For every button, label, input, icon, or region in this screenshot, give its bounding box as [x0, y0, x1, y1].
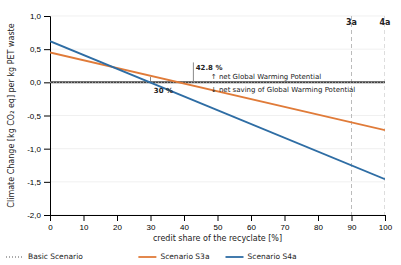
grid	[50, 16, 385, 215]
tick: 10	[80, 215, 89, 232]
series-line	[50, 41, 385, 179]
tick-mark	[44, 116, 50, 117]
tick-mark	[44, 149, 50, 150]
annotation: ↓ net saving of Global Warming Potential	[211, 86, 356, 94]
tick-label: -0,5	[27, 112, 41, 121]
plot: 0 10 20 30 40 50 60 70 80 90 100 -2,0 -1,5 -1,0 -0,5 0,…	[6, 12, 393, 261]
legend-item: Scenario S3a	[138, 252, 209, 261]
tick-label: -2,0	[27, 211, 41, 220]
tick: 70	[281, 215, 290, 232]
series-line	[50, 52, 385, 130]
tick-mark	[44, 182, 50, 183]
tick-label: 90	[348, 223, 357, 232]
tick-label: 40	[180, 223, 189, 232]
tick-label: 80	[314, 223, 323, 232]
tick: 0,5	[30, 45, 50, 54]
tick: 100	[379, 215, 393, 232]
legend-item: Basic Scenario	[6, 252, 83, 261]
tick: -0,5	[27, 112, 50, 121]
y-axis-title: Climate Change [kg CO₂ eq] per kg PET wa…	[7, 23, 16, 207]
tick-mark	[44, 215, 50, 216]
vertical-line	[351, 16, 352, 215]
tick-mark	[184, 215, 185, 221]
tick-mark	[84, 215, 85, 221]
annotation: 3a	[346, 18, 357, 27]
tick: -1,5	[27, 178, 50, 187]
legend-label: Scenario S4a	[248, 252, 297, 261]
tick: 0,0	[30, 78, 50, 87]
tick-mark	[218, 215, 219, 221]
tick: -1,0	[27, 145, 50, 154]
vertical-line	[385, 16, 386, 215]
grid-line	[50, 181, 385, 182]
tick-label: 0,5	[30, 45, 42, 54]
tick-mark	[44, 82, 50, 83]
legend-swatch	[138, 256, 156, 258]
tick: -2,0	[27, 211, 50, 220]
tick-label: 1,0	[30, 12, 42, 21]
tick-mark	[151, 215, 152, 221]
legend: Basic Scenario Scenario S3a Scenario S4a	[6, 252, 297, 261]
legend-label: Basic Scenario	[28, 252, 83, 261]
zero-line	[50, 81, 385, 83]
chart: 0 10 20 30 40 50 60 70 80 90 100 -2,0 -1,5 -1,0 -0,5 0,…	[0, 0, 401, 265]
y-axis: -2,0 -1,5 -1,0 -0,5 0,0 0,5 1,0	[27, 12, 50, 220]
tick-label: 30	[147, 223, 156, 232]
grid-line	[50, 49, 385, 50]
annotation-line	[193, 62, 194, 82]
tick-label: 10	[80, 223, 89, 232]
tick-label: -1,0	[27, 145, 41, 154]
annotation: ↑ net Global Warming Potential	[211, 73, 321, 81]
tick: 20	[113, 215, 122, 232]
annotation: 42.8 %	[196, 64, 223, 72]
tick: 50	[214, 215, 223, 232]
tick-label: 70	[281, 223, 290, 232]
annotation: 30 %	[154, 87, 173, 95]
tick: 90	[348, 215, 357, 232]
tick-label: 60	[247, 223, 256, 232]
tick: 0	[48, 215, 53, 232]
tick: 1,0	[30, 12, 50, 21]
tick-mark	[285, 215, 286, 221]
tick-label: -1,5	[27, 178, 41, 187]
tick-mark	[385, 215, 386, 221]
grid-line	[50, 82, 385, 83]
tick-mark	[117, 215, 118, 221]
x-axis: 0 10 20 30 40 50 60 70 80 90 100	[48, 215, 392, 232]
legend-swatch	[6, 256, 24, 258]
marks	[50, 16, 385, 215]
tick-label: 0	[48, 223, 53, 232]
axis-line	[51, 216, 386, 222]
tick-mark	[318, 215, 319, 221]
tick-label: 0,0	[30, 78, 42, 87]
tick-mark	[44, 49, 50, 50]
grid-line	[50, 16, 385, 17]
tick: 40	[180, 215, 189, 232]
tick-label: 50	[214, 223, 223, 232]
legend-swatch	[226, 256, 244, 258]
axis-line	[44, 17, 51, 216]
tick-mark	[44, 16, 50, 17]
annotations: 30 % 42.8 %↑ net Global Warming Potential…	[154, 18, 391, 95]
x-axis-title: credit share of the recyclate [%]	[153, 234, 282, 243]
legend-label: Scenario S3a	[160, 252, 209, 261]
grid-line	[50, 148, 385, 149]
tick-label: 100	[379, 223, 393, 232]
annotation: 4a	[380, 18, 391, 27]
grid-line	[50, 115, 385, 116]
tick-mark	[251, 215, 252, 221]
tick-mark	[352, 215, 353, 221]
legend-item: Scenario S4a	[226, 252, 297, 261]
tick: 80	[314, 215, 323, 232]
tick: 30	[147, 215, 156, 232]
tick: 60	[247, 215, 256, 232]
legend-series: Scenario S3a Scenario S4a	[138, 252, 296, 261]
tick-label: 20	[113, 223, 122, 232]
reference-line	[50, 82, 385, 83]
